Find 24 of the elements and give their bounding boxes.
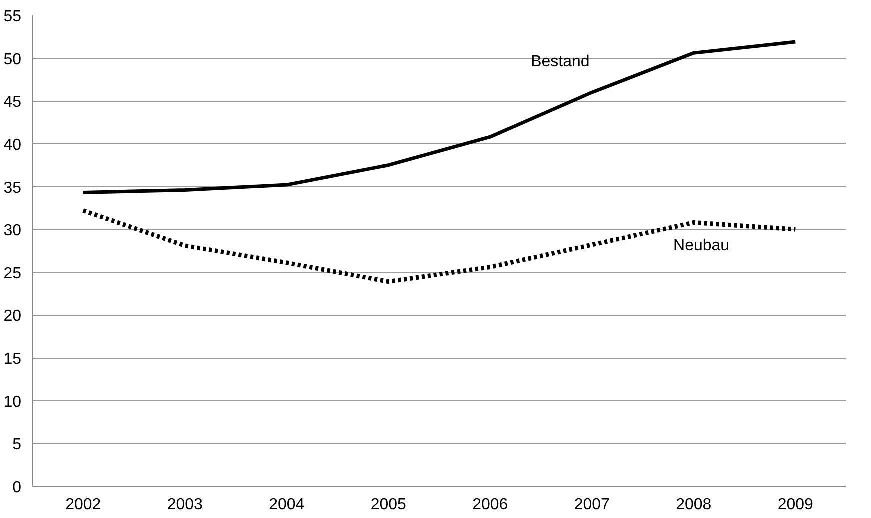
series-label: Bestand xyxy=(531,54,590,71)
y-tick-label: 15 xyxy=(4,351,22,368)
y-tick-label: 35 xyxy=(4,180,22,197)
y-tick-label: 50 xyxy=(4,51,22,68)
x-tick-label: 2006 xyxy=(472,496,508,514)
line-series xyxy=(81,208,798,284)
x-tick-label: 2005 xyxy=(370,496,407,514)
x-tick-label: 2009 xyxy=(778,496,814,514)
x-tick-label: 2003 xyxy=(167,496,204,514)
y-tick-label: 0 xyxy=(12,480,22,496)
series-label: Neubau xyxy=(674,238,730,255)
y-tick-label: 5 xyxy=(12,436,22,454)
y-tick-label: 10 xyxy=(4,394,22,411)
line-series xyxy=(82,40,798,195)
y-tick-label: 55 xyxy=(4,8,22,26)
x-tick-label: 2002 xyxy=(66,496,102,514)
x-tick-label: 2008 xyxy=(676,496,712,514)
y-tick-label: 45 xyxy=(4,94,22,112)
x-tick-label: 2004 xyxy=(269,496,305,514)
y-tick-label: 20 xyxy=(4,308,22,326)
y-tick-label: 30 xyxy=(4,222,22,240)
y-tick-label: 25 xyxy=(4,265,22,282)
y-tick-label: 40 xyxy=(4,136,22,154)
x-tick-label: 2007 xyxy=(574,496,610,514)
